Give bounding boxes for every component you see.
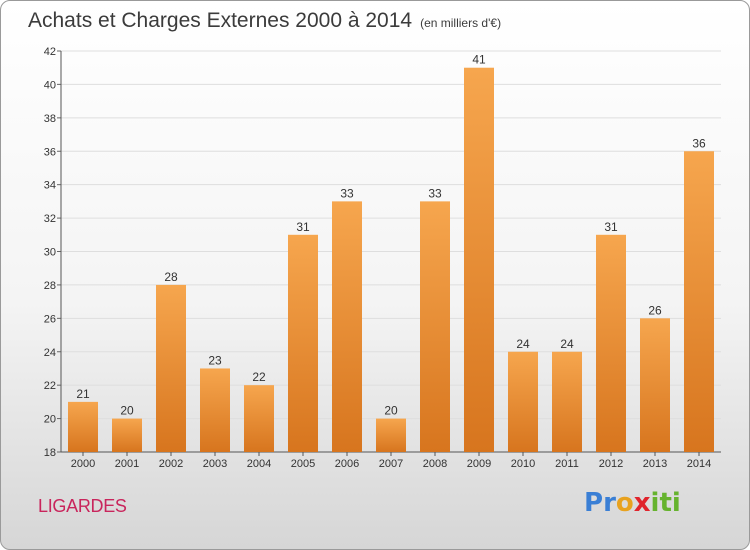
- data-label: 23: [208, 353, 222, 367]
- y-tick-label: 42: [44, 46, 56, 58]
- bar: [156, 284, 186, 452]
- data-label: 24: [516, 337, 530, 351]
- bar: [552, 351, 582, 452]
- x-tick-label: 2002: [159, 458, 183, 470]
- x-tick-label: 2012: [599, 458, 623, 470]
- x-tick-label: 2006: [335, 458, 359, 470]
- data-label: 33: [428, 186, 442, 200]
- y-tick-label: 26: [44, 313, 56, 325]
- x-tick-label: 2004: [247, 458, 271, 470]
- x-tick-label: 2007: [379, 458, 403, 470]
- y-tick-label: 40: [44, 79, 56, 91]
- x-tick-label: 2011: [555, 458, 579, 470]
- y-tick-label: 18: [44, 447, 56, 459]
- proxiti-logo[interactable]: Proxiti: [584, 488, 681, 518]
- bar: [332, 201, 362, 452]
- y-tick-label: 36: [44, 146, 56, 158]
- logo-letter: t: [659, 488, 672, 518]
- bar: [420, 201, 450, 452]
- y-tick-label: 20: [44, 414, 56, 426]
- bar: [376, 418, 406, 452]
- bar: [508, 351, 538, 452]
- data-label: 28: [164, 270, 178, 284]
- data-label: 36: [692, 136, 706, 150]
- bar: [68, 401, 98, 452]
- x-tick-label: 2001: [115, 458, 139, 470]
- y-tick-label: 30: [44, 247, 56, 259]
- y-tick-label: 22: [44, 380, 56, 392]
- x-tick-label: 2003: [203, 458, 227, 470]
- y-tick-label: 38: [44, 113, 56, 125]
- chart-subtitle: (en milliers d'€): [420, 16, 502, 30]
- bar: [200, 368, 230, 452]
- bar: [596, 234, 626, 452]
- data-label: 21: [76, 387, 90, 401]
- y-tick-label: 24: [44, 347, 56, 359]
- chart-title: Achats et Charges Externes 2000 à 2014 (e…: [28, 5, 501, 37]
- bar: [640, 318, 670, 452]
- x-tick-label: 2010: [511, 458, 535, 470]
- chart-title-text: Achats et Charges Externes 2000 à 2014: [28, 9, 413, 32]
- bar: [244, 385, 274, 452]
- y-tick-label: 32: [44, 213, 56, 225]
- bar: [684, 151, 714, 452]
- x-tick-label: 2009: [467, 458, 491, 470]
- x-tick-label: 2000: [71, 458, 95, 470]
- logo-letter: P: [584, 488, 604, 518]
- data-label: 20: [120, 404, 134, 418]
- data-label: 33: [340, 186, 354, 200]
- bar: [112, 418, 142, 452]
- bar: [464, 67, 494, 452]
- y-tick-label: 28: [44, 280, 56, 292]
- logo-letter: x: [633, 488, 651, 518]
- logo-letter: i: [671, 488, 681, 518]
- data-label: 31: [296, 220, 310, 234]
- bar: [288, 234, 318, 452]
- y-tick-label: 34: [44, 180, 56, 192]
- x-tick-label: 2005: [291, 458, 315, 470]
- commune-name: LIGARDES: [38, 496, 127, 516]
- logo-letter: r: [603, 488, 616, 518]
- x-tick-label: 2014: [687, 458, 711, 470]
- data-label: 31: [604, 220, 618, 234]
- x-tick-label: 2013: [643, 458, 667, 470]
- data-label: 24: [560, 337, 574, 351]
- logo-letter: i: [650, 488, 660, 518]
- logo-letter: o: [615, 488, 634, 518]
- data-label: 41: [472, 53, 486, 67]
- x-tick-label: 2008: [423, 458, 447, 470]
- data-label: 22: [252, 370, 266, 384]
- data-label: 20: [384, 404, 398, 418]
- data-label: 26: [648, 303, 662, 317]
